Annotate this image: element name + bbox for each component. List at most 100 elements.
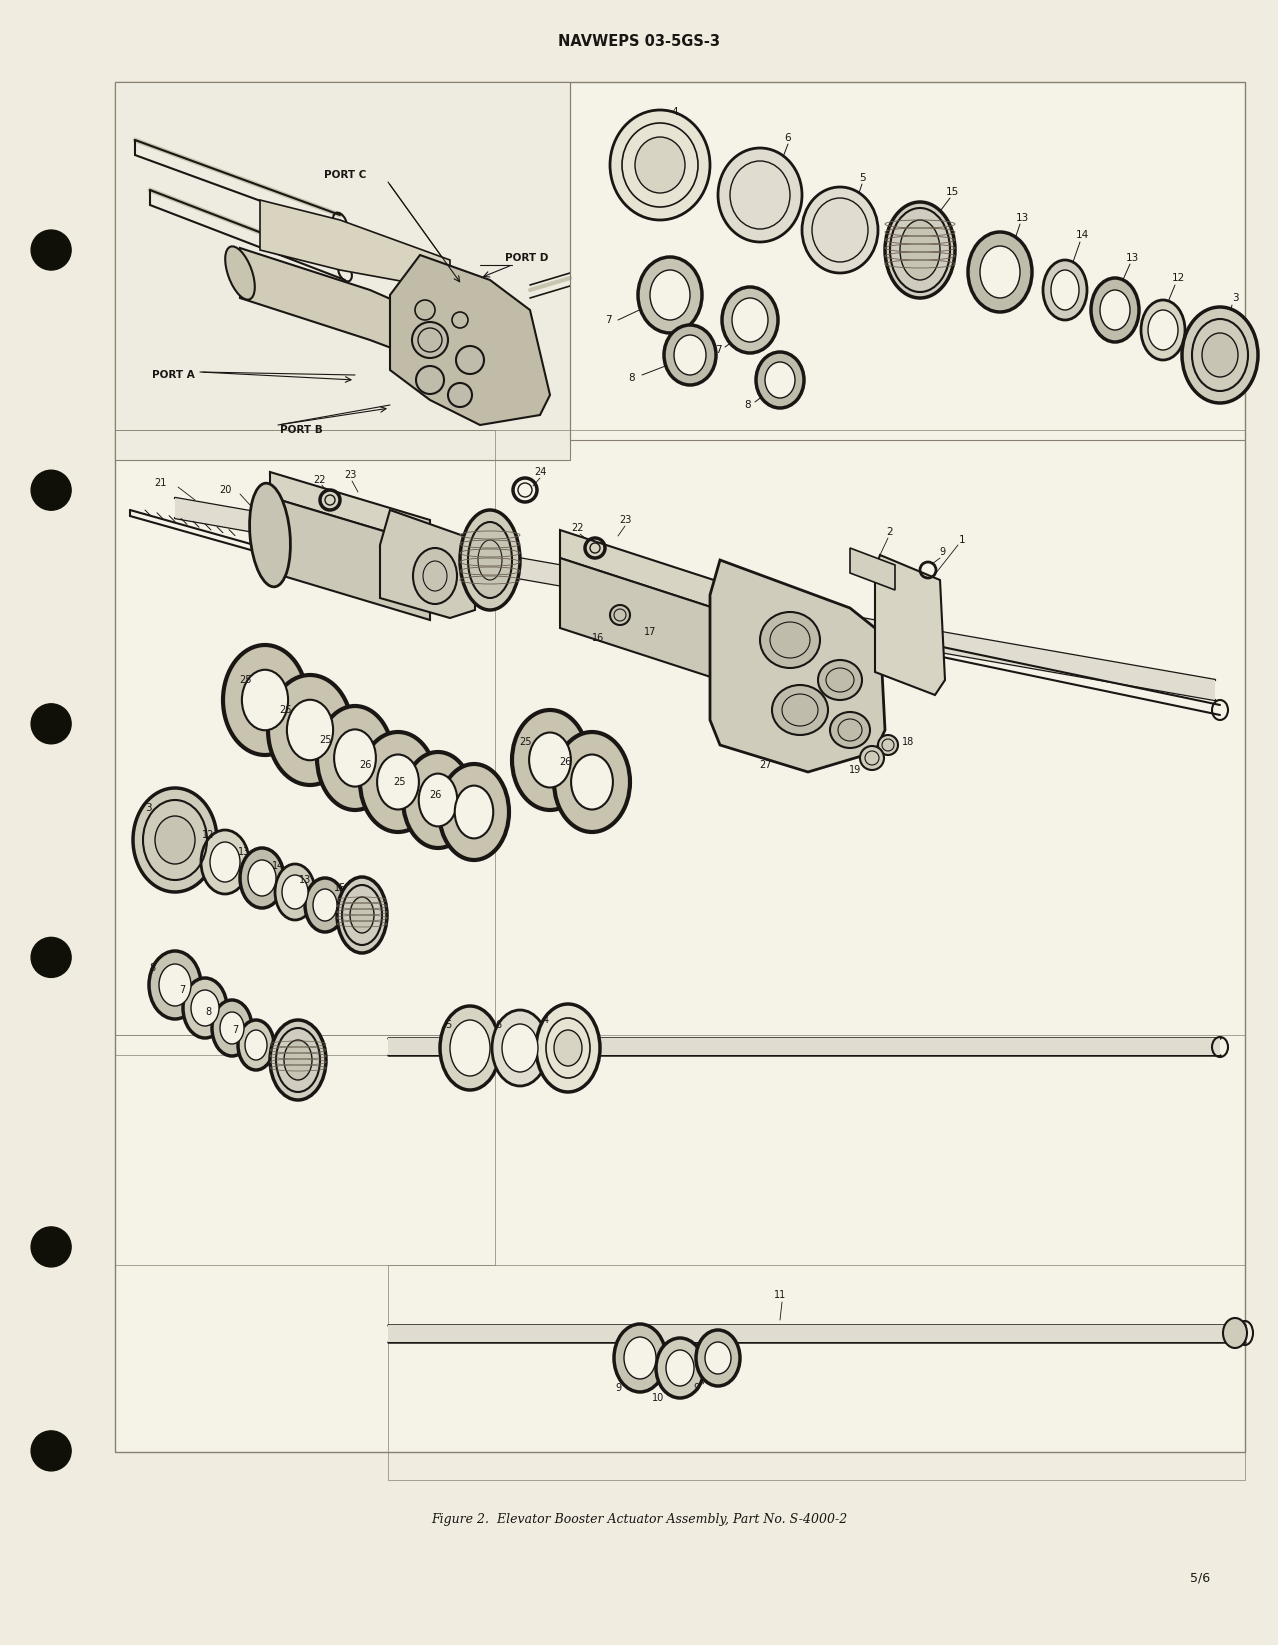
Ellipse shape — [449, 383, 472, 406]
Ellipse shape — [245, 1030, 267, 1059]
Polygon shape — [390, 255, 550, 424]
Text: 22: 22 — [571, 523, 584, 533]
Ellipse shape — [772, 684, 828, 735]
Text: 26: 26 — [558, 757, 571, 767]
Text: PORT A: PORT A — [152, 370, 196, 380]
Polygon shape — [850, 548, 895, 591]
Bar — [115, 1035, 495, 1265]
Ellipse shape — [419, 773, 458, 826]
Ellipse shape — [665, 326, 716, 385]
Ellipse shape — [571, 755, 613, 809]
Ellipse shape — [210, 842, 240, 882]
Text: 13: 13 — [238, 847, 250, 857]
Text: 8: 8 — [745, 400, 751, 410]
Text: 23: 23 — [344, 470, 357, 480]
Ellipse shape — [460, 510, 520, 610]
Ellipse shape — [403, 752, 473, 849]
Ellipse shape — [268, 674, 351, 785]
Ellipse shape — [412, 322, 449, 359]
Text: 6: 6 — [785, 133, 791, 143]
Polygon shape — [389, 1324, 1245, 1342]
Circle shape — [31, 704, 72, 744]
Text: 9: 9 — [693, 1383, 699, 1393]
Ellipse shape — [282, 875, 308, 910]
Text: 7: 7 — [604, 314, 611, 326]
Text: 1: 1 — [958, 535, 965, 544]
Text: 19: 19 — [849, 765, 861, 775]
Ellipse shape — [766, 362, 795, 398]
Polygon shape — [560, 558, 720, 679]
Text: 12: 12 — [1172, 273, 1185, 283]
Ellipse shape — [967, 232, 1033, 313]
Ellipse shape — [884, 202, 955, 298]
Ellipse shape — [456, 345, 484, 373]
Ellipse shape — [313, 888, 337, 921]
Ellipse shape — [732, 298, 768, 342]
Ellipse shape — [760, 612, 820, 668]
Ellipse shape — [624, 1337, 656, 1379]
Text: 7: 7 — [179, 985, 185, 995]
Ellipse shape — [242, 670, 288, 730]
Ellipse shape — [305, 878, 345, 933]
Ellipse shape — [190, 990, 219, 1026]
Ellipse shape — [413, 548, 458, 604]
Polygon shape — [711, 559, 884, 772]
Ellipse shape — [248, 860, 276, 897]
Text: 8: 8 — [629, 373, 635, 383]
Ellipse shape — [450, 1020, 489, 1076]
Ellipse shape — [183, 979, 227, 1038]
Ellipse shape — [613, 1324, 666, 1392]
Text: 10: 10 — [652, 1393, 665, 1403]
Text: 7: 7 — [231, 1025, 238, 1035]
Ellipse shape — [275, 864, 314, 920]
Text: 4: 4 — [543, 1015, 550, 1025]
Text: 5: 5 — [445, 1020, 451, 1030]
Ellipse shape — [492, 1010, 548, 1086]
Text: Figure 2.  Elevator Booster Actuator Assembly, Part No. S-4000-2: Figure 2. Elevator Booster Actuator Asse… — [431, 1513, 847, 1527]
Text: 9: 9 — [615, 1383, 621, 1393]
Text: 5/6: 5/6 — [1190, 1571, 1210, 1584]
Ellipse shape — [238, 1020, 273, 1069]
Ellipse shape — [697, 1331, 740, 1387]
Ellipse shape — [317, 706, 394, 809]
Ellipse shape — [440, 763, 509, 860]
Text: 25: 25 — [318, 735, 331, 745]
Text: 7: 7 — [714, 345, 721, 355]
Ellipse shape — [1223, 1318, 1247, 1347]
Ellipse shape — [1043, 260, 1088, 321]
Ellipse shape — [980, 247, 1020, 298]
Ellipse shape — [212, 1000, 252, 1056]
Circle shape — [31, 230, 72, 270]
Ellipse shape — [240, 849, 284, 908]
Ellipse shape — [553, 1030, 581, 1066]
Polygon shape — [259, 201, 450, 290]
Text: 25: 25 — [519, 737, 532, 747]
Polygon shape — [380, 510, 475, 619]
Text: 18: 18 — [902, 737, 914, 747]
Text: 6: 6 — [495, 1020, 501, 1030]
Ellipse shape — [638, 257, 702, 332]
Polygon shape — [875, 554, 944, 694]
Ellipse shape — [270, 1020, 326, 1101]
Ellipse shape — [1091, 278, 1139, 342]
Text: 17: 17 — [644, 627, 656, 637]
Text: 9: 9 — [939, 548, 944, 558]
Text: 11: 11 — [774, 1290, 786, 1300]
Ellipse shape — [360, 732, 436, 832]
Ellipse shape — [656, 1337, 704, 1398]
Bar — [115, 429, 1245, 1035]
Ellipse shape — [535, 1003, 599, 1092]
Text: 3: 3 — [144, 803, 151, 813]
Text: NAVWEPS 03-5GS-3: NAVWEPS 03-5GS-3 — [558, 35, 720, 49]
Text: 13: 13 — [1016, 212, 1029, 224]
Text: PORT B: PORT B — [280, 424, 323, 434]
Ellipse shape — [417, 365, 443, 395]
Text: 25: 25 — [394, 776, 406, 786]
Text: 2: 2 — [887, 526, 893, 536]
Bar — [115, 429, 495, 1054]
Ellipse shape — [222, 645, 307, 755]
Ellipse shape — [286, 699, 334, 760]
Ellipse shape — [818, 660, 861, 701]
Text: PORT C: PORT C — [323, 169, 367, 179]
Polygon shape — [175, 498, 1215, 701]
